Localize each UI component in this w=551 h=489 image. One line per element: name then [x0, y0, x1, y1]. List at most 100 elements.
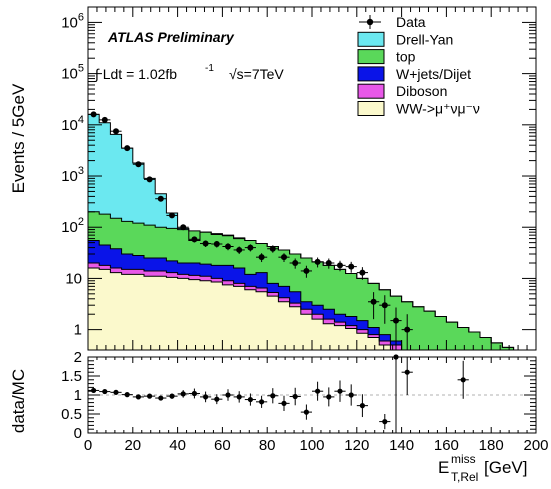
ratio-point — [132, 394, 144, 400]
ratio-point — [188, 388, 200, 399]
legend-item: Diboson — [357, 83, 447, 99]
legend-label: top — [396, 49, 416, 65]
ratio-point-marker — [225, 392, 231, 398]
x-title-symbol: E — [438, 458, 449, 477]
x-tick-label: 160 — [434, 437, 459, 454]
ratio-axis-ticks — [87, 356, 537, 434]
ratio-point-marker — [259, 399, 265, 405]
data-point-marker — [124, 145, 131, 152]
legend-label: Data — [396, 14, 426, 30]
ratio-point — [379, 414, 391, 430]
data-point-marker — [258, 254, 265, 261]
data-point-marker — [191, 236, 198, 243]
data-point — [144, 176, 156, 183]
ratio-point-marker — [147, 393, 153, 399]
data-point — [267, 245, 279, 253]
ratio-point — [289, 387, 301, 406]
legend-marker-dot — [366, 18, 374, 26]
y-tick-label: 1 — [74, 322, 82, 339]
ratio-points — [88, 354, 469, 433]
data-point-marker — [314, 258, 321, 265]
ratio-point-marker — [326, 394, 332, 400]
legend-item: Data — [359, 14, 426, 30]
data-point — [188, 236, 200, 243]
data-point-marker — [303, 267, 310, 274]
x-tick-label: 80 — [259, 437, 276, 454]
ratio-point-marker — [191, 390, 197, 397]
legend-item: top — [357, 49, 416, 65]
ratio-point — [177, 390, 189, 398]
ratio-y-tick-label: 0 — [74, 425, 82, 442]
ratio-point-marker — [203, 394, 209, 400]
ratio-point-marker — [303, 409, 309, 415]
ratio-point — [267, 388, 279, 404]
ratio-point-marker — [91, 387, 97, 394]
stacked-histogram-fills — [88, 114, 536, 350]
data-point-marker — [348, 263, 355, 270]
x-tick-label: 100 — [299, 437, 324, 454]
ratio-point — [155, 395, 167, 401]
ratio-point — [233, 391, 245, 403]
ratio-y-tick-label: 2 — [74, 349, 82, 366]
ratio-point — [222, 389, 234, 401]
legend-item: W+jets/Dijet — [357, 66, 471, 82]
ratio-point — [323, 387, 335, 407]
ratio-point-marker — [382, 419, 388, 425]
ratio-point-marker — [359, 403, 365, 409]
energy-text: √s=7TeV — [229, 66, 284, 82]
data-point-marker — [225, 243, 231, 250]
legend-swatch — [357, 49, 385, 65]
data-point — [368, 292, 380, 320]
ratio-point-marker — [124, 392, 130, 398]
x-tick-label: 180 — [479, 437, 504, 454]
luminosity-exponent: -1 — [205, 63, 214, 74]
stack-outline-top — [88, 211, 536, 351]
y-tick-label: 106 — [61, 11, 84, 31]
data-point — [278, 253, 290, 263]
data-point-marker — [281, 254, 287, 261]
data-point — [334, 260, 346, 272]
ratio-y-tick-label: 1.5 — [61, 368, 82, 385]
ratio-point — [244, 393, 256, 406]
y-tick-label: 103 — [61, 165, 84, 185]
luminosity-annotation: ∫ Ldt = 1.02fb -1 √s=7TeV — [94, 63, 284, 82]
x-tick-label: 60 — [214, 437, 231, 454]
x-tick-label: 200 — [523, 437, 548, 454]
data-point — [211, 240, 223, 248]
data-point-marker — [247, 244, 254, 251]
x-tick-label: 40 — [169, 437, 186, 454]
data-point-marker — [157, 195, 164, 202]
data-point-marker — [393, 317, 399, 324]
ratio-point — [88, 387, 100, 394]
data-point — [312, 257, 324, 268]
data-point-marker — [370, 298, 377, 305]
ratio-point — [278, 395, 290, 411]
ratio-point-marker — [270, 393, 276, 399]
ratio-point-marker — [404, 369, 410, 375]
ratio-point — [457, 360, 469, 399]
data-point — [121, 145, 133, 152]
ratio-point-marker — [348, 392, 354, 398]
data-point-marker — [292, 260, 299, 267]
data-point-marker — [169, 212, 175, 219]
ratio-point — [300, 404, 312, 420]
data-point-marker — [359, 269, 366, 276]
ratio-point-marker — [214, 396, 220, 402]
x-tick-label: 140 — [389, 437, 414, 454]
main-y-tick-labels: 1 10 102 103 104 105 106 — [61, 11, 84, 338]
data-point — [110, 128, 122, 135]
data-point-marker — [269, 245, 276, 252]
x-axis-title: E miss T,Rel [GeV] — [438, 452, 527, 484]
x-title-subscript: T,Rel — [451, 470, 478, 484]
ratio-point-marker — [236, 394, 242, 400]
ratio-point — [200, 391, 212, 403]
main-axis-ticks — [87, 6, 537, 350]
x-tick-label: 120 — [344, 437, 369, 454]
luminosity-text: ∫ Ldt = 1.02fb — [94, 66, 177, 82]
ratio-point-marker — [135, 394, 141, 400]
ratio-point-marker — [180, 391, 186, 397]
ratio-point — [356, 394, 368, 418]
data-point — [401, 314, 413, 350]
ratio-point-marker — [113, 389, 119, 395]
